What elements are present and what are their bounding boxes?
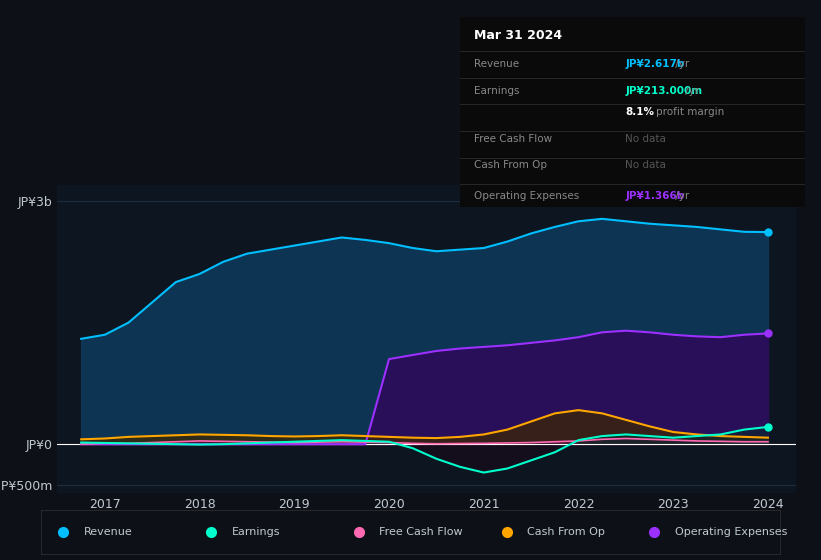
Text: /yr: /yr: [672, 191, 689, 201]
Text: No data: No data: [626, 134, 666, 144]
Text: /yr: /yr: [682, 86, 699, 96]
Text: JP¥213.000m: JP¥213.000m: [626, 86, 703, 96]
Text: Free Cash Flow: Free Cash Flow: [474, 134, 552, 144]
Text: Earnings: Earnings: [474, 86, 519, 96]
Text: JP¥1.366b: JP¥1.366b: [626, 191, 685, 201]
Text: Cash From Op: Cash From Op: [474, 160, 547, 170]
Text: profit margin: profit margin: [656, 107, 725, 117]
Text: Mar 31 2024: Mar 31 2024: [474, 29, 562, 43]
Text: 8.1%: 8.1%: [626, 107, 654, 117]
Text: /yr: /yr: [672, 59, 689, 69]
Text: Revenue: Revenue: [84, 527, 133, 537]
Text: Operating Expenses: Operating Expenses: [675, 527, 787, 537]
Text: Cash From Op: Cash From Op: [527, 527, 605, 537]
Text: Operating Expenses: Operating Expenses: [474, 191, 579, 201]
Text: Revenue: Revenue: [474, 59, 519, 69]
Text: Earnings: Earnings: [232, 527, 280, 537]
Text: No data: No data: [626, 160, 666, 170]
Text: Free Cash Flow: Free Cash Flow: [379, 527, 463, 537]
Text: JP¥2.617b: JP¥2.617b: [626, 59, 685, 69]
